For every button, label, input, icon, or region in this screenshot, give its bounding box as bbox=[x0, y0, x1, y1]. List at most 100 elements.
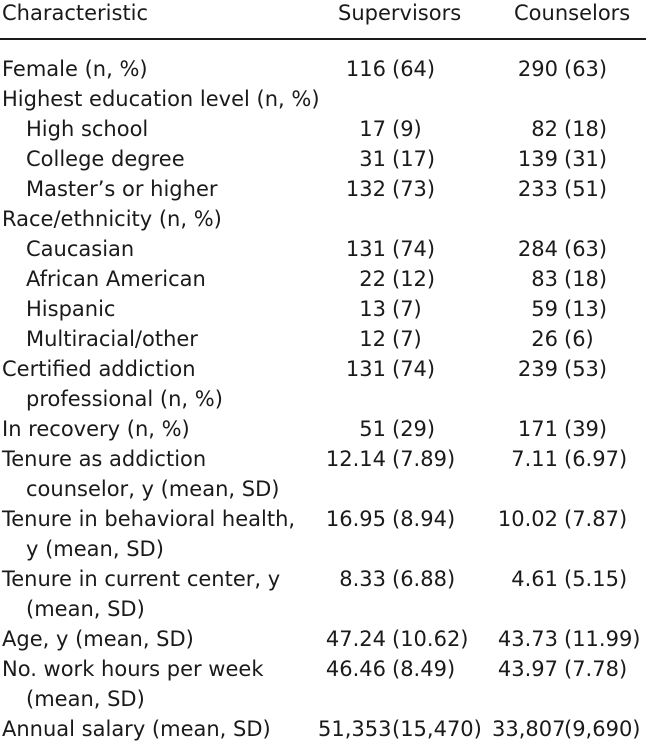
table-row: Race/ethnicity (n, %) bbox=[0, 204, 646, 234]
row-label: High school bbox=[0, 114, 302, 144]
value-paren: (11.99) bbox=[564, 627, 641, 651]
table-header: Characteristic Supervisors Counselors bbox=[0, 0, 646, 38]
supervisors-value: 116 (64) bbox=[318, 54, 460, 84]
counselors-value: 290 (63) bbox=[492, 54, 644, 84]
value-number: 132 bbox=[345, 177, 386, 201]
value-number: 139 bbox=[517, 147, 558, 171]
counselors-value: 26 (6) bbox=[492, 324, 644, 354]
row-label-line: Certified addiction bbox=[2, 357, 196, 381]
value-paren: (74) bbox=[392, 237, 436, 261]
row-label: No. work hours per week (mean, SD) bbox=[0, 654, 302, 714]
value-number: 171 bbox=[517, 417, 558, 441]
supervisors-value: 16.95 (8.94) bbox=[318, 504, 460, 534]
row-label-line: Tenure in behavioral health, bbox=[2, 507, 296, 531]
row-label: Certified addiction professional (n, %) bbox=[0, 354, 302, 414]
value-paren: (15,470) bbox=[392, 717, 482, 741]
table-row: Annual salary (mean, SD) 51,353(15,470) 33… bbox=[0, 714, 646, 744]
value-number: 233 bbox=[517, 177, 558, 201]
row-label-line: (mean, SD) bbox=[26, 687, 145, 711]
value-number: 8.33 bbox=[339, 567, 386, 591]
counselors-value: 43.97 (7.78) bbox=[492, 654, 644, 684]
row-label: Tenure in behavioral health, y (mean, SD) bbox=[0, 504, 302, 564]
value-number: 43.73 bbox=[497, 627, 558, 651]
table-row: Age, y (mean, SD) 47.24 (10.62) 43.73 (11.99… bbox=[0, 624, 646, 654]
row-label: Caucasian bbox=[0, 234, 302, 264]
value-paren: (6.88) bbox=[392, 567, 456, 591]
value-paren: (13) bbox=[564, 297, 608, 321]
value-number: 131 bbox=[345, 357, 386, 381]
value-paren: (7.89) bbox=[392, 447, 456, 471]
supervisors-value: 8.33 (6.88) bbox=[318, 564, 460, 594]
row-label-line: Hispanic bbox=[26, 297, 116, 321]
supervisors-value: 132 (73) bbox=[318, 174, 460, 204]
counselors-value: 82 (18) bbox=[492, 114, 644, 144]
table-row: Multiracial/other 12 (7) 26 (6) bbox=[0, 324, 646, 354]
value-paren: (7) bbox=[392, 297, 422, 321]
value-paren: (6.97) bbox=[564, 447, 628, 471]
header-characteristic: Characteristic bbox=[2, 1, 149, 25]
value-paren: (29) bbox=[392, 417, 436, 441]
value-number: 46.46 bbox=[325, 657, 386, 681]
table-row: Highest education level (n, %) bbox=[0, 84, 646, 114]
value-paren: (7) bbox=[392, 327, 422, 351]
value-number: 83 bbox=[531, 267, 558, 291]
supervisors-value: 51,353(15,470) bbox=[318, 714, 482, 744]
counselors-value: 139 (31) bbox=[492, 144, 644, 174]
value-paren: (6) bbox=[564, 327, 594, 351]
value-paren: (64) bbox=[392, 57, 436, 81]
row-label-line: Highest education level (n, %) bbox=[2, 87, 320, 111]
value-paren: (51) bbox=[564, 177, 608, 201]
table-row: Tenure in current center, y (mean, SD) 8.3… bbox=[0, 564, 646, 624]
table-row: College degree 31 (17) 139 (31) bbox=[0, 144, 646, 174]
table-row: No. work hours per week (mean, SD) 46.46 (8… bbox=[0, 654, 646, 714]
supervisors-value: 12 (7) bbox=[318, 324, 460, 354]
supervisors-value: 131 (74) bbox=[318, 234, 460, 264]
table-row: In recovery (n, %) 51 (29) 171 (39) bbox=[0, 414, 646, 444]
row-label: Annual salary (mean, SD) bbox=[0, 714, 302, 744]
value-number: 47.24 bbox=[325, 627, 386, 651]
row-label-line: Race/ethnicity (n, %) bbox=[2, 207, 222, 231]
row-label: Tenure in current center, y (mean, SD) bbox=[0, 564, 302, 624]
value-paren: (12) bbox=[392, 267, 436, 291]
counselors-value: 83 (18) bbox=[492, 264, 644, 294]
supervisors-value: 13 (7) bbox=[318, 294, 460, 324]
counselors-value: 284 (63) bbox=[492, 234, 644, 264]
value-number: 131 bbox=[345, 237, 386, 261]
value-number: 51,353 bbox=[318, 717, 392, 741]
value-number: 59 bbox=[531, 297, 558, 321]
value-number: 31 bbox=[359, 147, 386, 171]
value-paren: (7.87) bbox=[564, 507, 628, 531]
value-paren: (8.94) bbox=[392, 507, 456, 531]
value-paren: (31) bbox=[564, 147, 608, 171]
value-number: 22 bbox=[359, 267, 386, 291]
value-paren: (9,690) bbox=[564, 717, 641, 741]
header-counselors: Counselors bbox=[514, 1, 631, 25]
value-number: 239 bbox=[517, 357, 558, 381]
table-row: Certified addiction professional (n, %) 13… bbox=[0, 354, 646, 414]
value-paren: (63) bbox=[564, 57, 608, 81]
value-number: 284 bbox=[517, 237, 558, 261]
row-label: Race/ethnicity (n, %) bbox=[0, 204, 302, 234]
value-number: 290 bbox=[517, 57, 558, 81]
counselors-value: 239 (53) bbox=[492, 354, 644, 384]
row-label: Highest education level (n, %) bbox=[0, 84, 320, 114]
value-number: 10.02 bbox=[497, 507, 558, 531]
value-number: 116 bbox=[345, 57, 386, 81]
row-label-line: In recovery (n, %) bbox=[2, 417, 190, 441]
header-rule bbox=[0, 38, 646, 40]
row-label: African American bbox=[0, 264, 302, 294]
row-label-line: Annual salary (mean, SD) bbox=[2, 717, 271, 741]
counselors-value: 171 (39) bbox=[492, 414, 644, 444]
row-label-line: Caucasian bbox=[26, 237, 135, 261]
value-number: 17 bbox=[359, 117, 386, 141]
value-paren: (9) bbox=[392, 117, 422, 141]
value-paren: (17) bbox=[392, 147, 436, 171]
row-label-line: Female (n, %) bbox=[2, 57, 148, 81]
row-label-line: Tenure in current center, y bbox=[2, 567, 281, 591]
value-paren: (73) bbox=[392, 177, 436, 201]
value-number: 16.95 bbox=[325, 507, 386, 531]
row-label-line: y (mean, SD) bbox=[26, 537, 164, 561]
table-row: Tenure as addiction counselor, y (mean, S… bbox=[0, 444, 646, 504]
value-paren: (7.78) bbox=[564, 657, 628, 681]
supervisors-value: 131 (74) bbox=[318, 354, 460, 384]
